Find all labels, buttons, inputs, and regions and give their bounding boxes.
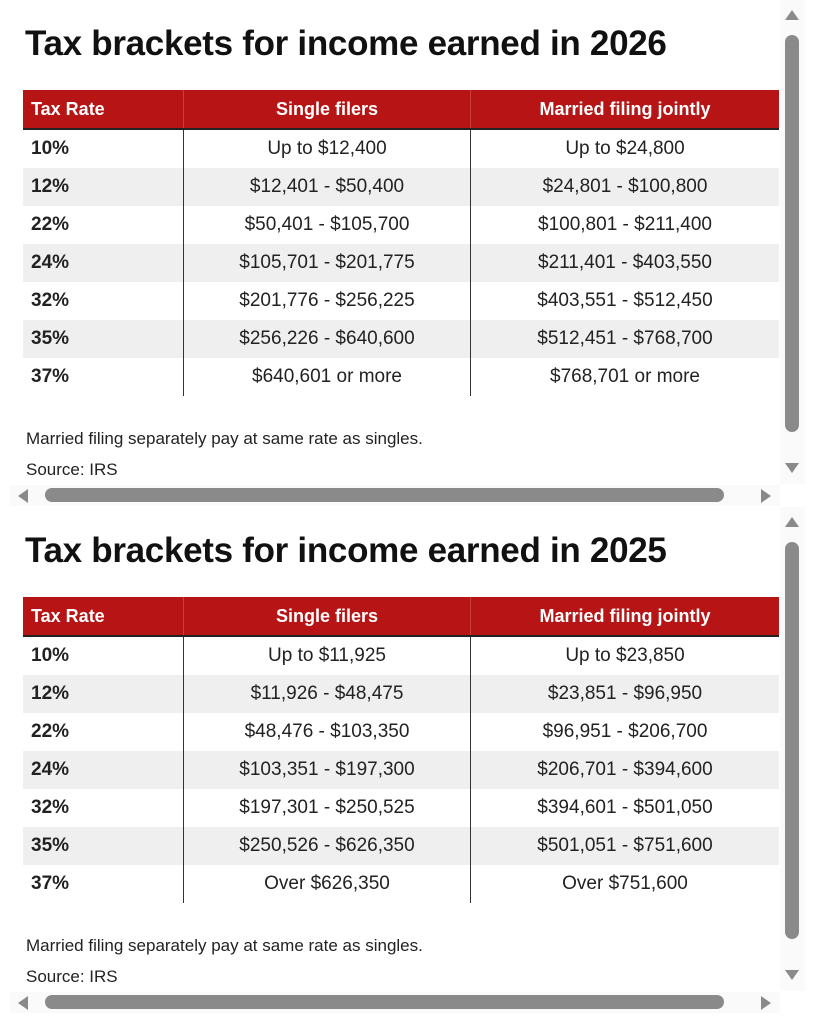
vertical-scroll-thumb[interactable] — [785, 542, 799, 939]
cell-married-filing-jointly: $96,951 - $206,700 — [542, 721, 708, 742]
cell-married-filing-jointly: $403,551 - $512,450 — [537, 290, 713, 311]
scroll-down-arrow-icon[interactable] — [785, 970, 799, 980]
scroll-right-arrow-icon[interactable] — [761, 996, 771, 1010]
cell-single-filers: $201,776 - $256,225 — [183, 282, 471, 320]
cell-married-filing-jointly: $394,601 - $501,050 — [537, 797, 713, 818]
cell-single-filers: $197,301 - $250,525 — [183, 789, 471, 827]
cell-single-filers: $11,926 - $48,475 — [183, 675, 471, 713]
footnote: Married filing separately pay at same ra… — [26, 936, 423, 955]
table-header-row: Tax Rate Single filers Married filing join… — [23, 597, 779, 637]
horizontal-scrollbar[interactable] — [10, 485, 780, 506]
cell-tax-rate: 32% — [23, 282, 184, 320]
vertical-scrollbar[interactable] — [780, 0, 805, 484]
table-row: 22% $50,401 - $105,700 $100,801 - $211,400 — [23, 206, 779, 244]
cell-married-filing-jointly: $206,701 - $394,600 — [470, 751, 779, 789]
scroll-up-arrow-icon[interactable] — [785, 517, 799, 527]
cell-tax-rate: 24% — [23, 751, 184, 789]
table-row: 12% $12,401 - $50,400 $24,801 - $100,800 — [23, 168, 779, 206]
cell-tax-rate: 22% — [23, 713, 184, 751]
panel-title: Tax brackets for income earned in 2025 — [25, 531, 667, 570]
column-header-married-filing-jointly: Married filing jointly — [470, 90, 779, 130]
tax-bracket-table: Tax Rate Single filers Married filing join… — [23, 90, 779, 396]
cell-single-filers: $250,526 - $626,350 — [183, 827, 471, 865]
table-row: 10% Up to $12,400 Up to $24,800 — [23, 129, 779, 168]
cell-single-filers: Up to $12,400 — [183, 129, 471, 168]
table-row: 37% $640,601 or more $768,701 or more — [23, 358, 779, 396]
column-header-tax-rate: Tax Rate — [23, 597, 184, 637]
cell-single-filers: $103,351 - $197,300 — [183, 751, 471, 789]
scroll-right-arrow-icon[interactable] — [761, 489, 771, 503]
cell-married-filing-jointly: $211,401 - $403,550 — [470, 244, 779, 282]
cell-tax-rate: 10% — [23, 129, 184, 168]
horizontal-scroll-thumb[interactable] — [45, 995, 724, 1009]
column-header-single-filers: Single filers — [183, 597, 471, 637]
tax-bracket-table: Tax Rate Single filers Married filing join… — [23, 597, 779, 903]
cell-married-filing-jointly: Over $751,600 — [562, 873, 688, 894]
cell-single-filers: $12,401 - $50,400 — [183, 168, 471, 206]
cell-married-filing-jointly: $23,851 - $96,950 — [470, 675, 779, 713]
scroll-down-arrow-icon[interactable] — [785, 463, 799, 473]
scroll-left-arrow-icon[interactable] — [18, 996, 28, 1010]
vertical-scroll-thumb[interactable] — [785, 35, 799, 432]
table-row: 10% Up to $11,925 Up to $23,850 — [23, 636, 779, 675]
table-row: 32% $197,301 - $250,525 $394,601 - $501,05… — [23, 789, 779, 827]
footnote: Married filing separately pay at same ra… — [26, 429, 423, 448]
cell-single-filers: $640,601 or more — [183, 358, 471, 396]
cell-tax-rate: 32% — [23, 789, 184, 827]
cell-tax-rate: 37% — [23, 865, 184, 903]
table-header-row: Tax Rate Single filers Married filing join… — [23, 90, 779, 130]
source-note: Source: IRS — [26, 967, 118, 986]
cell-tax-rate: 35% — [23, 827, 184, 865]
tax-bracket-panel-2026: Tax brackets for income earned in 2026 T… — [0, 0, 805, 507]
scroll-up-arrow-icon[interactable] — [785, 10, 799, 20]
table-row: 12% $11,926 - $48,475 $23,851 - $96,950 — [23, 675, 779, 713]
cell-single-filers: Up to $11,925 — [183, 636, 471, 675]
cell-tax-rate: 12% — [23, 168, 184, 206]
cell-married-filing-jointly: Up to $24,800 — [565, 138, 685, 159]
cell-married-filing-jointly: $512,451 - $768,700 — [470, 320, 779, 358]
cell-tax-rate: 24% — [23, 244, 184, 282]
scroll-left-arrow-icon[interactable] — [18, 489, 28, 503]
vertical-scrollbar[interactable] — [780, 507, 805, 991]
cell-tax-rate: 12% — [23, 675, 184, 713]
cell-tax-rate: 37% — [23, 358, 184, 396]
cell-single-filers: $48,476 - $103,350 — [183, 713, 471, 751]
panel-title: Tax brackets for income earned in 2026 — [25, 24, 667, 63]
cell-married-filing-jointly: $768,701 or more — [550, 366, 700, 387]
cell-tax-rate: 10% — [23, 636, 184, 675]
cell-married-filing-jointly: $100,801 - $211,400 — [538, 214, 712, 235]
cell-married-filing-jointly: $24,801 - $100,800 — [470, 168, 779, 206]
column-header-tax-rate: Tax Rate — [23, 90, 184, 130]
table-row: 37% Over $626,350 Over $751,600 — [23, 865, 779, 903]
cell-married-filing-jointly: $501,051 - $751,600 — [470, 827, 779, 865]
cell-single-filers: Over $626,350 — [183, 865, 471, 903]
cell-married-filing-jointly: Up to $23,850 — [565, 645, 685, 666]
table-row: 24% $105,701 - $201,775 $211,401 - $403,55… — [23, 244, 779, 282]
cell-single-filers: $105,701 - $201,775 — [183, 244, 471, 282]
table-row: 24% $103,351 - $197,300 $206,701 - $394,60… — [23, 751, 779, 789]
horizontal-scroll-thumb[interactable] — [45, 488, 724, 502]
table-row: 35% $256,226 - $640,600 $512,451 - $768,70… — [23, 320, 779, 358]
table-row: 32% $201,776 - $256,225 $403,551 - $512,45… — [23, 282, 779, 320]
column-header-married-filing-jointly: Married filing jointly — [470, 597, 779, 637]
cell-tax-rate: 35% — [23, 320, 184, 358]
cell-single-filers: $50,401 - $105,700 — [183, 206, 471, 244]
cell-tax-rate: 22% — [23, 206, 184, 244]
horizontal-scrollbar[interactable] — [10, 992, 780, 1013]
tax-bracket-panel-2025: Tax brackets for income earned in 2025 T… — [0, 507, 805, 1014]
cell-single-filers: $256,226 - $640,600 — [183, 320, 471, 358]
source-note: Source: IRS — [26, 460, 118, 479]
table-row: 22% $48,476 - $103,350 $96,951 - $206,700 — [23, 713, 779, 751]
table-row: 35% $250,526 - $626,350 $501,051 - $751,60… — [23, 827, 779, 865]
column-header-single-filers: Single filers — [183, 90, 471, 130]
